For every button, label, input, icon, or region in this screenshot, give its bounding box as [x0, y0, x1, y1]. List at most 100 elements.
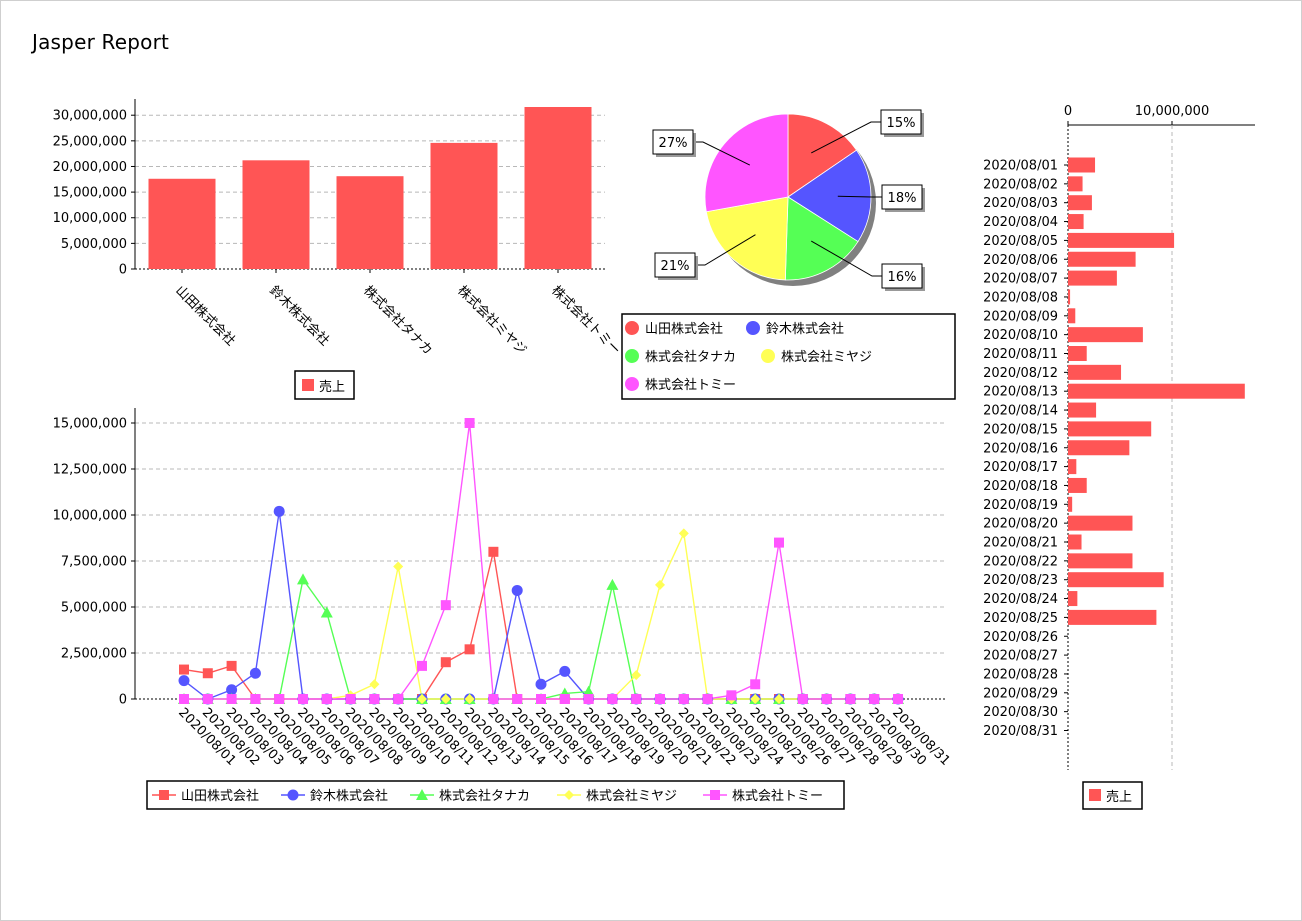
x-tick-label: 10,000,000 [1135, 104, 1209, 119]
pie-leader [695, 234, 756, 266]
bar [148, 178, 216, 269]
bar [1068, 364, 1122, 380]
legend-box [146, 780, 845, 810]
data-point [464, 644, 475, 655]
pie-label: 18% [888, 191, 917, 206]
bar [1068, 270, 1117, 286]
bar [1068, 572, 1164, 588]
y-tick-label: 2020/08/28 [983, 667, 1058, 682]
line-series [183, 511, 898, 700]
y-tick-label: 2020/08/15 [983, 422, 1058, 437]
data-point [273, 505, 285, 517]
bar [1068, 477, 1087, 493]
bar [1068, 459, 1077, 475]
bar [1068, 534, 1082, 550]
data-point [726, 690, 737, 701]
y-tick-label: 2020/08/05 [983, 234, 1058, 249]
legend-label: 株式会社ミヤジ [586, 788, 677, 804]
pie-slice [787, 113, 858, 198]
data-point [869, 694, 880, 704]
data-point [512, 694, 523, 704]
data-point [226, 684, 238, 696]
x-tick-label: 株式会社トミー [548, 283, 624, 359]
data-point [559, 665, 571, 677]
y-tick-label: 15,000,000 [53, 186, 127, 201]
y-tick-label: 0 [119, 693, 127, 708]
pie-label: 27% [659, 136, 688, 151]
y-tick-label: 2020/08/19 [983, 498, 1058, 513]
bar [1068, 383, 1245, 399]
bar [1068, 496, 1073, 512]
legend-marker [159, 790, 169, 800]
x-tick-label: 山田株式会社 [172, 283, 238, 349]
bar [1068, 327, 1143, 343]
data-point [274, 694, 285, 704]
legend-box [621, 313, 956, 400]
legend-marker [564, 790, 574, 800]
data-point [559, 694, 570, 704]
legend-label: 売上 [1106, 789, 1132, 805]
legend-label: 鈴木株式会社 [766, 321, 844, 337]
data-point [202, 694, 213, 704]
pie-label-box [654, 252, 696, 278]
legend-swatch [761, 349, 775, 363]
bar [1068, 308, 1076, 324]
y-tick-label: 2020/08/21 [983, 536, 1058, 551]
y-tick-label: 2020/08/03 [983, 196, 1058, 211]
data-point [631, 694, 642, 704]
legend-swatch [746, 321, 760, 335]
y-tick-label: 20,000,000 [53, 160, 127, 175]
pie-label-box [880, 109, 922, 135]
pie-label-box [881, 184, 923, 210]
y-tick-label: 2020/08/06 [983, 253, 1058, 268]
data-point [440, 694, 451, 704]
pie-slice [784, 196, 859, 281]
y-tick-label: 25,000,000 [53, 134, 127, 149]
data-point [202, 668, 213, 679]
bar [1068, 553, 1133, 569]
data-point [678, 694, 689, 704]
pie-label: 21% [661, 259, 690, 274]
data-point [511, 584, 523, 596]
series-line [183, 511, 898, 700]
legend-swatch [625, 321, 639, 335]
bar [1068, 251, 1136, 267]
legend-marker [416, 789, 428, 800]
y-tick-label: 2020/08/01 [983, 159, 1058, 174]
legend-swatch [625, 349, 639, 363]
data-point [535, 678, 547, 690]
bar [1068, 157, 1096, 173]
y-tick-label: 2020/08/02 [983, 177, 1058, 192]
y-tick-label: 2020/08/09 [983, 309, 1058, 324]
bar-chart: 0 5,000,000 10,000,000 15,000,000 20,000,000… [53, 99, 624, 358]
x-tick-label: 鈴木株式会社 [266, 283, 332, 349]
pie-label-box [652, 129, 694, 155]
hbar-chart: 0 10,000,000 2020/08/01 2020/08/02 2020/08/0… [983, 104, 1255, 770]
data-point [297, 573, 309, 585]
bar [430, 142, 498, 269]
data-point [606, 578, 619, 590]
pie-label: 15% [887, 116, 916, 131]
y-tick-label: 2020/08/16 [983, 441, 1058, 456]
data-point [607, 694, 618, 704]
data-point [393, 694, 404, 704]
pie-leader [837, 195, 882, 198]
bar [1068, 609, 1157, 625]
y-tick-label: 15,000,000 [53, 417, 127, 432]
y-tick-label: 2020/08/23 [983, 573, 1058, 588]
y-tick-label: 2020/08/31 [983, 724, 1058, 739]
y-tick-label: 2020/08/07 [983, 272, 1058, 287]
line-markers [179, 528, 903, 704]
legend-marker [287, 789, 299, 801]
data-point [417, 660, 427, 671]
legend-label: 株式会社タナカ [439, 788, 530, 804]
y-tick-label: 2020/08/29 [983, 686, 1058, 701]
bar [1068, 346, 1087, 361]
data-point [821, 694, 832, 704]
bar [1068, 402, 1097, 418]
data-point [536, 694, 546, 704]
legend-swatch [625, 377, 639, 391]
bar [336, 176, 404, 269]
data-point [488, 694, 499, 704]
bar [1068, 195, 1092, 211]
